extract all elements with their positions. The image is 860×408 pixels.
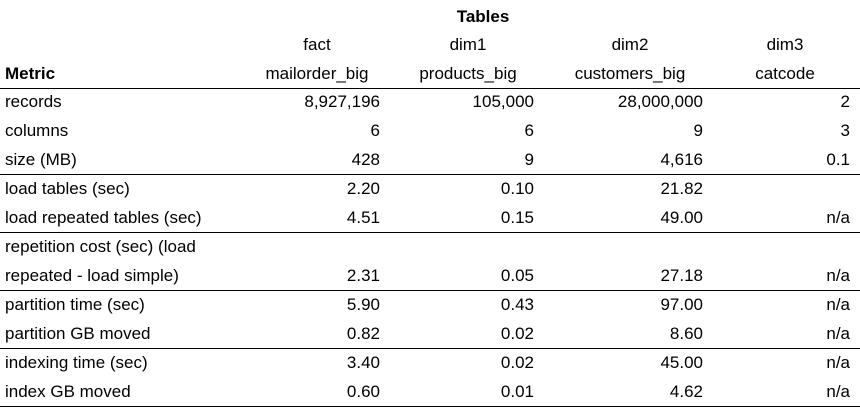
row-separator [0,290,860,291]
cell-value: n/a [826,324,850,343]
table-title: Tables [456,7,510,26]
cell-value: 0.15 [500,208,534,227]
row-separator [0,174,860,175]
cell-value: 4,616 [660,150,703,169]
cell-value: 28,000,000 [617,92,703,111]
cell-value: 9 [693,121,703,140]
column-group: dim3 [766,35,804,54]
cell-value: 2.20 [346,179,380,198]
column-group: fact [303,35,331,54]
cell-value: n/a [826,353,850,372]
cell-value: 4.62 [669,382,703,401]
metric-label: partition GB moved [5,324,151,343]
cell-value: 27.18 [660,266,703,285]
cell-value: 3.40 [346,353,380,372]
cell-value: 49.00 [660,208,703,227]
metric-label: size (MB) [5,150,77,169]
row-separator [0,232,860,233]
cell-value: 6 [370,121,380,140]
cell-value: 105,000 [472,92,534,111]
cell-value: 428 [351,150,380,169]
metric-label: repetition cost (sec) (load [5,237,196,256]
cell-value: 3 [840,121,850,140]
cell-value: 0.02 [500,324,534,343]
cell-value: n/a [826,295,850,314]
cell-value: 6 [524,121,534,140]
metric-label: records [5,92,62,111]
column-name: mailorder_big [265,64,369,83]
metric-label: load tables (sec) [5,179,130,198]
metric-label: partition time (sec) [5,295,145,314]
cell-value: 45.00 [660,353,703,372]
row-separator [0,348,860,349]
column-group: dim2 [611,35,649,54]
cell-value: n/a [826,208,850,227]
cell-value: 97.00 [660,295,703,314]
metric-header: Metric [5,64,56,83]
metric-label: index GB moved [5,382,131,401]
cell-value: 21.82 [660,179,703,198]
cell-value: 0.02 [500,353,534,372]
column-name: catcode [755,64,815,83]
column-name: products_big [419,64,517,83]
column-group: dim1 [449,35,487,54]
cell-value: 0.43 [500,295,534,314]
cell-value: 2.31 [346,266,380,285]
cell-value: n/a [826,382,850,401]
cell-value: 0.01 [500,382,534,401]
cell-value: 0.05 [500,266,534,285]
metric-label: columns [5,121,69,140]
cell-value: 8,927,196 [304,92,380,111]
cell-value: 0.1 [826,150,850,169]
cell-value: 0.10 [500,179,534,198]
column-name: customers_big [574,64,686,83]
cell-value: 2 [840,92,850,111]
row-separator [0,406,860,407]
cell-value: 0.82 [346,324,380,343]
metric-label: load repeated tables (sec) [5,208,202,227]
cell-value: 9 [524,150,534,169]
metric-label: repeated - load simple) [5,266,179,285]
cell-value: 4.51 [346,208,380,227]
cell-value: 8.60 [669,324,703,343]
cell-value: 5.90 [346,295,380,314]
metric-label: indexing time (sec) [5,353,148,372]
row-separator [0,88,860,89]
cell-value: n/a [826,266,850,285]
cell-value: 0.60 [346,382,380,401]
